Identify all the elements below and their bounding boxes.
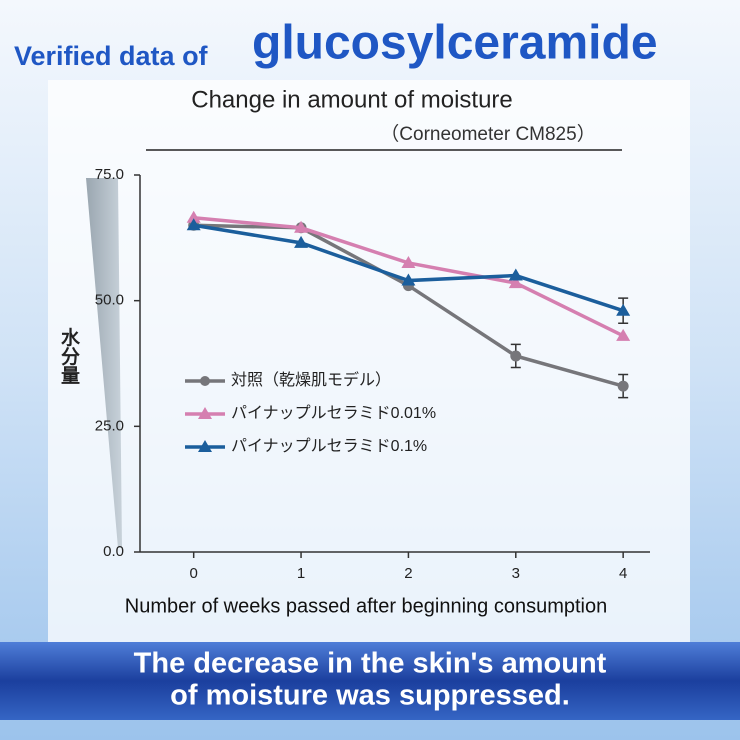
x-axis-label: Number of weeks passed after beginning c… <box>125 595 608 617</box>
y-tick-label: 0.0 <box>103 543 124 560</box>
banner-line: The decrease in the skin's amount <box>134 648 607 680</box>
y-tick-label: 50.0 <box>95 292 124 309</box>
x-tick-label: 2 <box>404 565 412 582</box>
header-highlight: glucosylceramide <box>252 17 658 70</box>
banner <box>0 642 740 720</box>
x-tick-label: 0 <box>190 565 198 582</box>
point <box>616 328 631 341</box>
chart-title: Change in amount of moisture <box>191 86 513 113</box>
banner-line: of moisture was suppressed. <box>170 680 570 712</box>
y-wedge <box>86 178 122 548</box>
chart-subtitle: （Corneometer CM825） <box>380 123 595 145</box>
point <box>186 210 201 223</box>
y-tick-label: 75.0 <box>95 166 124 183</box>
legend-marker <box>200 376 210 386</box>
x-tick-label: 1 <box>297 565 305 582</box>
point <box>617 380 629 392</box>
x-tick-label: 4 <box>619 565 627 582</box>
point <box>508 268 523 281</box>
legend-marker <box>198 407 212 419</box>
legend-label: 対照（乾燥肌モデル） <box>231 370 391 389</box>
legend-label: パイナップルセラミド0.1% <box>231 437 427 455</box>
x-tick-label: 3 <box>512 565 520 582</box>
point <box>294 235 309 248</box>
point <box>508 276 523 289</box>
y-axis-label: 水分量 <box>58 327 80 384</box>
plot: 0.0 25.0 50.0 75.0 0 1 2 3 4 対照（乾燥肌モデル） パイナップルセラミド… <box>95 166 631 582</box>
point <box>510 350 522 362</box>
legend-marker <box>198 440 212 452</box>
header-prefix: Verified data of <box>14 41 209 71</box>
legend-label: パイナップルセラミド0.01% <box>231 404 436 422</box>
point <box>186 218 201 231</box>
point <box>401 255 416 268</box>
point <box>401 273 416 286</box>
chart-panel <box>48 80 690 642</box>
point <box>294 220 309 233</box>
y-tick-label: 25.0 <box>95 417 124 434</box>
point <box>616 303 631 316</box>
